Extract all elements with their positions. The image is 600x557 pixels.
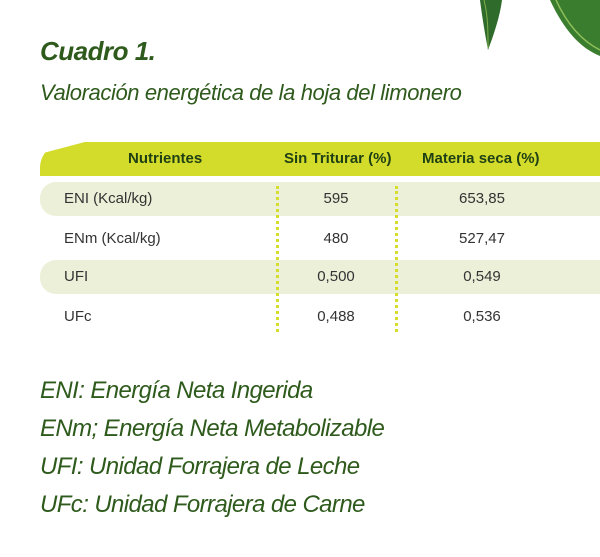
footnote-ufi: UFI: Unidad Forrajera de Leche [40, 453, 360, 480]
energy-table: Nutrientes Sin Triturar (%) Materia seca… [40, 142, 600, 342]
materia-seca-value: 0,536 [463, 308, 501, 325]
column-header-sin-triturar: Sin Triturar (%) [284, 150, 392, 167]
table-row: ENI (Kcal/kg) 595 653,85 [40, 182, 600, 216]
figure-title: Cuadro 1. [40, 36, 156, 66]
footnote-enm: ENm; Energía Neta Metabolizable [40, 415, 385, 442]
table-row: UFI 0,500 0,549 [40, 260, 600, 294]
table-header: Nutrientes Sin Triturar (%) Materia seca… [40, 142, 600, 176]
row-label: UFc [64, 308, 92, 325]
footnote-ufc: UFc: Unidad Forrajera de Carne [40, 491, 365, 518]
sin-triturar-value: 0,488 [317, 308, 355, 325]
row-label: ENI (Kcal/kg) [64, 190, 153, 207]
column-header-nutrientes: Nutrientes [128, 150, 203, 167]
sin-triturar-value: 480 [323, 230, 349, 247]
column-header-materia-seca: Materia seca (%) [422, 150, 540, 167]
footnotes: ENI: Energía Neta Ingerida ENm; Energía … [40, 372, 580, 524]
column-divider [276, 186, 279, 332]
column-divider [395, 186, 398, 332]
figure-subtitle: Valoración energética de la hoja del lim… [40, 80, 462, 105]
table-row: ENm (Kcal/kg) 480 527,47 [40, 222, 600, 256]
sin-triturar-value: 0,500 [317, 268, 355, 285]
materia-seca-value: 0,549 [463, 268, 501, 285]
row-label: UFI [64, 268, 89, 285]
footnote-eni: ENI: Energía Neta Ingerida [40, 377, 313, 404]
materia-seca-value: 527,47 [459, 230, 505, 247]
materia-seca-value: 653,85 [459, 190, 505, 207]
row-label: ENm (Kcal/kg) [64, 230, 161, 247]
leaf-icon [480, 0, 600, 56]
sin-triturar-value: 595 [323, 190, 349, 207]
table-row: UFc 0,488 0,536 [40, 300, 600, 334]
